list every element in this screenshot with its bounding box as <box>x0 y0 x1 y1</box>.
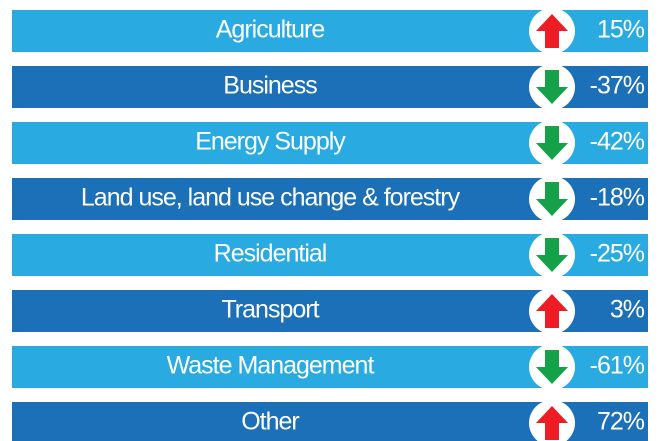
arrow-shape <box>536 238 568 272</box>
value-label: -25% <box>590 240 645 268</box>
value-label: 15% <box>597 16 645 44</box>
arrow-shape <box>536 406 568 440</box>
trend-arrow <box>529 8 575 54</box>
category-label: Waste Management <box>167 352 375 380</box>
arrow-shape <box>536 350 568 384</box>
category-label: Other <box>241 408 299 436</box>
arrow-shape <box>536 14 568 48</box>
value-label: 72% <box>597 408 645 436</box>
trend-arrow <box>529 288 575 334</box>
category-label: Transport <box>221 296 319 324</box>
category-label: Residential <box>214 240 327 268</box>
category-label: Energy Supply <box>195 128 346 156</box>
arrow-shape <box>536 182 568 216</box>
arrow-shape <box>536 70 568 104</box>
value-label: 3% <box>610 296 645 324</box>
category-label: Business <box>223 72 317 100</box>
category-label: Land use, land use change & forestry <box>81 184 461 212</box>
trend-arrow <box>529 232 575 278</box>
trend-arrow <box>529 176 575 222</box>
value-label: -42% <box>590 128 645 156</box>
arrow-shape <box>536 294 568 328</box>
value-label: -18% <box>590 184 645 212</box>
trend-arrow <box>529 344 575 390</box>
trend-arrow <box>529 120 575 166</box>
value-label: -37% <box>590 72 645 100</box>
value-label: -61% <box>590 352 645 380</box>
trend-arrow <box>529 64 575 110</box>
arrow-shape <box>536 126 568 160</box>
trend-arrow <box>529 400 575 441</box>
category-label: Agriculture <box>216 16 325 44</box>
